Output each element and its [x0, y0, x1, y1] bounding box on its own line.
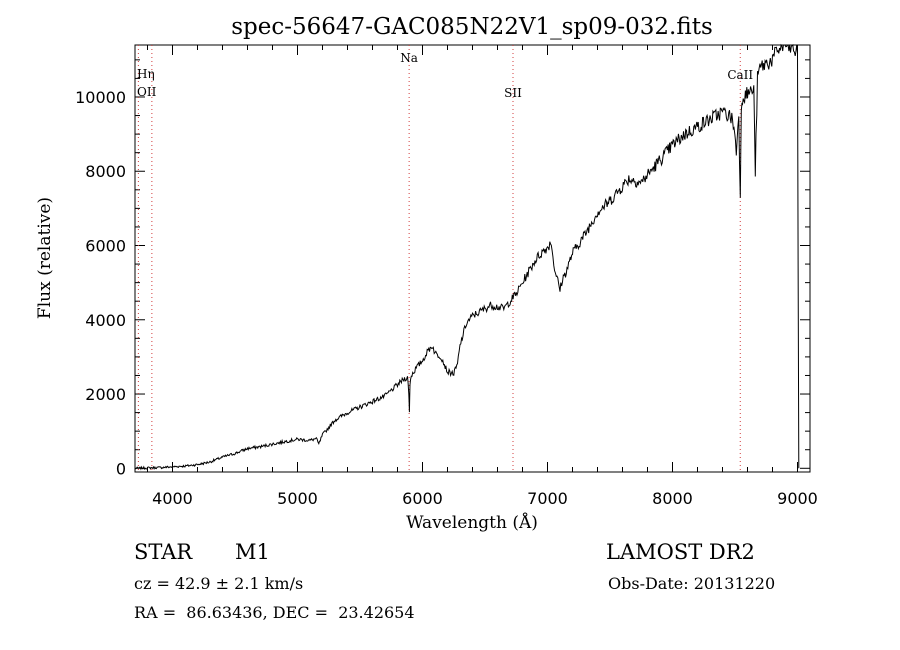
spectrum-line: [134, 43, 800, 471]
y-tick-label: 4000: [85, 311, 126, 330]
y-tick-labels: 0 2000 4000 6000 8000 10000: [75, 88, 126, 478]
line-marker-labels: Hη OII Na SII CaII: [137, 51, 753, 100]
x-tick-label: 9000: [777, 489, 818, 508]
object-type: STAR: [134, 540, 193, 564]
coordinates: RA = 86.63436, DEC = 23.42654: [134, 603, 415, 622]
axis-ticks: [135, 45, 810, 472]
x-tick-label: 8000: [652, 489, 693, 508]
plot-frame: [134, 44, 811, 473]
x-tick-label: 4000: [152, 489, 193, 508]
survey-name: LAMOST DR2: [606, 540, 755, 564]
x-tick-labels: 4000 5000 6000 7000 8000 9000: [152, 489, 818, 508]
redshift-cz: cz = 42.9 ± 2.1 km/s: [134, 574, 304, 593]
line-marker-label: SII: [504, 86, 522, 100]
y-tick-label: 8000: [85, 162, 126, 181]
x-tick-label: 5000: [277, 489, 318, 508]
line-markers: [137, 45, 741, 472]
line-marker-label: OII: [137, 85, 157, 99]
y-tick-label: 6000: [85, 237, 126, 256]
chart-title: spec-56647-GAC085N22V1_sp09-032.fits: [231, 14, 713, 40]
y-tick-label: 2000: [85, 385, 126, 404]
line-marker-label: CaII: [727, 68, 753, 82]
obs-date: Obs-Date: 20131220: [608, 574, 776, 593]
y-axis-label: Flux (relative): [35, 197, 55, 319]
line-marker-label: Hη: [137, 67, 155, 81]
y-tick-label: 0: [116, 459, 126, 478]
x-tick-label: 6000: [402, 489, 443, 508]
x-tick-label: 7000: [527, 489, 568, 508]
y-tick-label: 10000: [75, 88, 126, 107]
object-class: M1: [235, 540, 270, 564]
x-axis-label: Wavelength (Å): [406, 512, 538, 533]
line-marker-label: Na: [400, 51, 418, 65]
